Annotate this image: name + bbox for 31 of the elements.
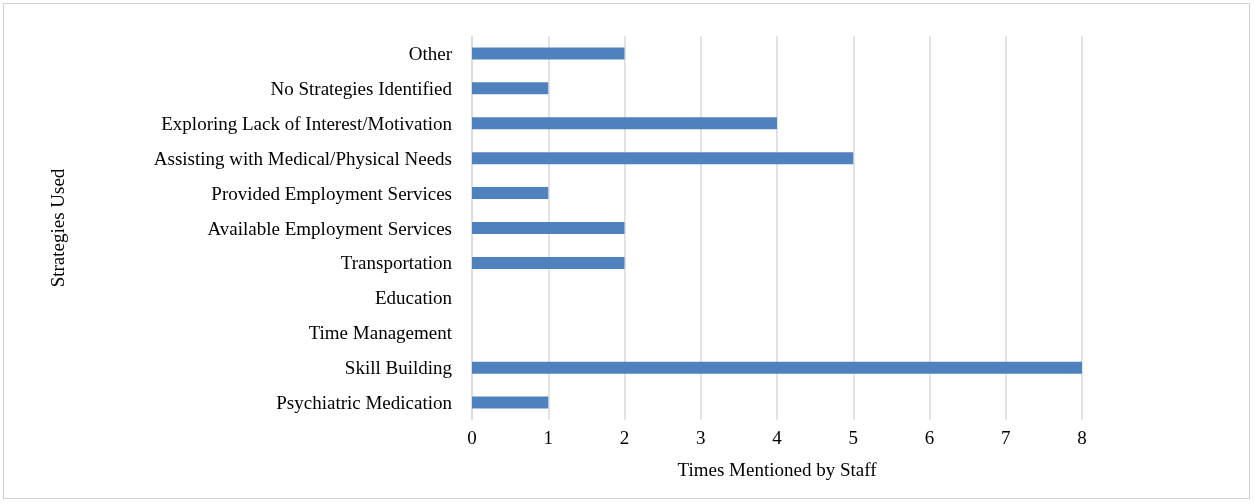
bar — [472, 256, 625, 269]
x-tick-label: 7 — [1001, 427, 1011, 448]
x-axis-title: Times Mentioned by Staff — [677, 459, 878, 480]
bar — [472, 47, 625, 60]
y-tick-label: Transportation — [340, 252, 453, 274]
bar — [472, 187, 549, 200]
x-tick-label: 0 — [467, 427, 477, 448]
bar — [472, 222, 625, 234]
y-tick-label: Skill Building — [344, 357, 453, 379]
y-tick-label: Available Employment Services — [207, 217, 452, 239]
x-tick-label: 4 — [772, 427, 783, 448]
y-tick-label: No Strategies Identified — [270, 77, 453, 99]
y-tick-label: Education — [374, 287, 453, 309]
x-tick-label: 6 — [924, 427, 935, 448]
y-axis-title: Strategies Used — [47, 168, 68, 288]
x-tick-label: 2 — [619, 427, 630, 448]
y-tick-label: Psychiatric Medication — [276, 392, 453, 414]
bar — [472, 396, 549, 409]
bar — [472, 82, 549, 95]
y-tick-label: Provided Employment Services — [211, 182, 452, 204]
x-tick-label: 8 — [1077, 427, 1087, 448]
y-tick-label: Time Management — [308, 322, 453, 344]
bar — [472, 361, 1082, 374]
y-tick-label: Exploring Lack of Interest/Motivation — [161, 112, 453, 134]
bar — [472, 117, 777, 130]
x-tick-label: 1 — [543, 427, 553, 448]
x-tick-label: 3 — [696, 427, 706, 448]
y-tick-label: Assisting with Medical/Physical Needs — [153, 147, 452, 169]
bar — [472, 152, 854, 165]
x-tick-label: 5 — [848, 427, 858, 448]
y-tick-label: Other — [408, 42, 453, 64]
